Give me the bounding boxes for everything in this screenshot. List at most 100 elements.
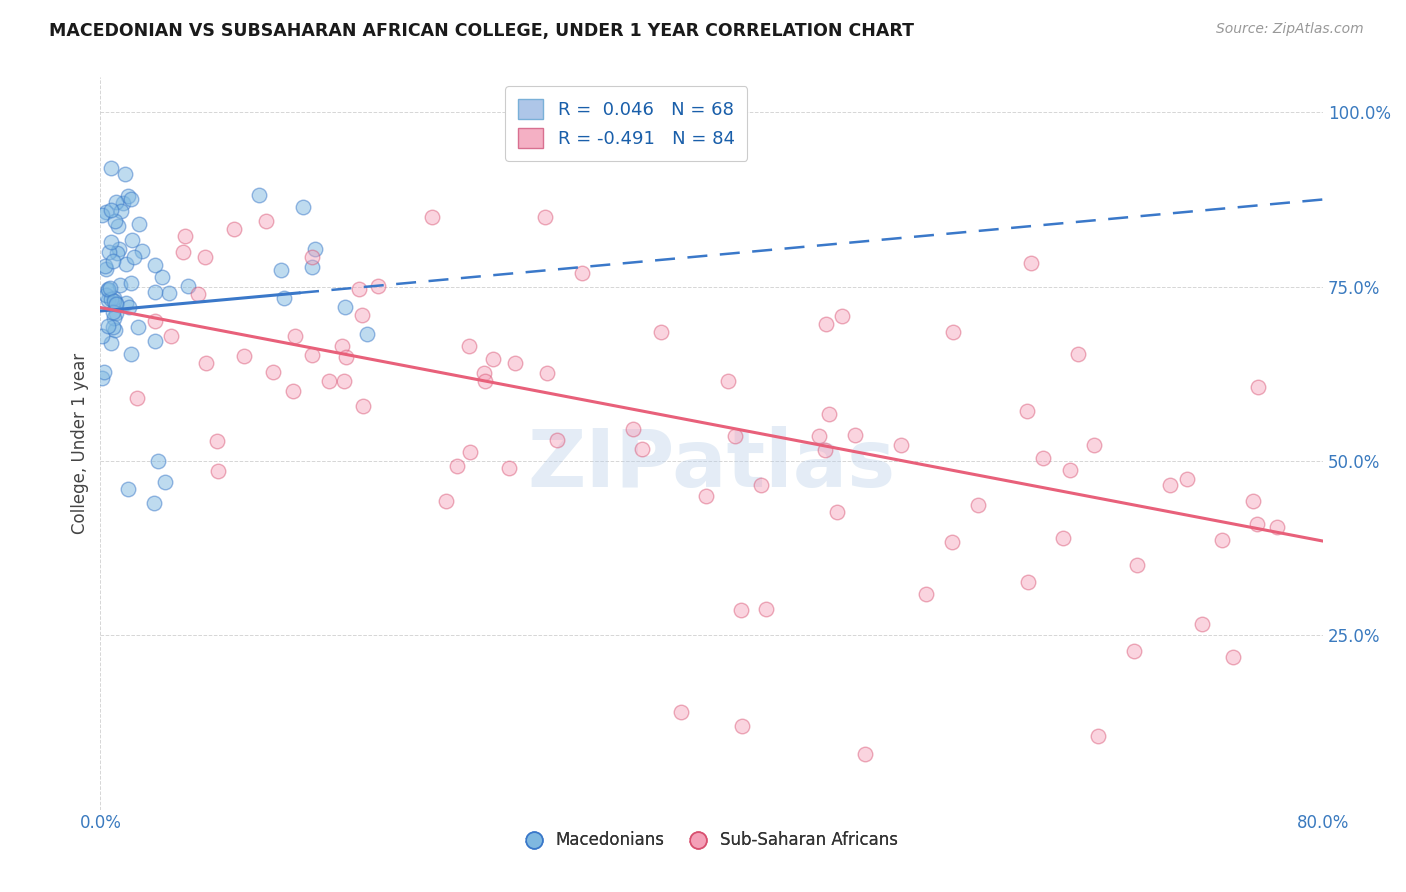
Point [420, 210, 443, 224]
Point [104, 214, 127, 228]
Point [333, 374, 356, 388]
Point [318, 374, 340, 388]
Point [281, 384, 304, 399]
Point [105, 295, 128, 310]
Point [145, 334, 167, 348]
Point [474, 374, 496, 388]
Point [127, 320, 149, 334]
Point [103, 294, 125, 309]
Point [942, 325, 965, 339]
Point [1126, 558, 1149, 572]
Point [1159, 478, 1181, 492]
Point [122, 250, 145, 264]
Point [195, 356, 218, 370]
Point [143, 285, 166, 300]
Point [96, 283, 118, 297]
Legend: Macedonians, Sub-Saharan Africans: Macedonians, Sub-Saharan Africans [519, 825, 904, 856]
Point [114, 167, 136, 181]
Point [966, 498, 988, 512]
Point [347, 282, 370, 296]
Point [571, 266, 593, 280]
Point [93, 365, 115, 379]
Point [254, 213, 277, 227]
Point [536, 366, 558, 380]
Point [1083, 437, 1105, 451]
Point [143, 258, 166, 272]
Point [546, 434, 568, 448]
Point [94, 259, 117, 273]
Point [730, 603, 752, 617]
Point [825, 505, 848, 519]
Point [143, 314, 166, 328]
Text: ZIPatlas: ZIPatlas [527, 426, 896, 505]
Point [1067, 347, 1090, 361]
Point [284, 328, 307, 343]
Point [115, 296, 138, 310]
Point [114, 257, 136, 271]
Point [270, 263, 292, 277]
Point [482, 352, 505, 367]
Point [695, 489, 717, 503]
Point [121, 233, 143, 247]
Point [91, 371, 114, 385]
Point [150, 270, 173, 285]
Point [104, 296, 127, 310]
Point [105, 245, 128, 260]
Point [273, 292, 295, 306]
Point [458, 339, 481, 353]
Point [831, 309, 853, 323]
Point [498, 461, 520, 475]
Point [262, 365, 284, 379]
Point [814, 442, 837, 457]
Point [1241, 494, 1264, 508]
Point [100, 235, 122, 250]
Point [233, 350, 256, 364]
Point [301, 348, 323, 362]
Point [97, 282, 120, 296]
Point [101, 254, 124, 268]
Y-axis label: College, Under 1 year: College, Under 1 year [72, 353, 89, 534]
Point [291, 200, 314, 214]
Point [177, 279, 200, 293]
Point [120, 192, 142, 206]
Point [367, 279, 389, 293]
Point [96, 261, 118, 276]
Point [105, 194, 128, 209]
Point [222, 222, 245, 236]
Point [103, 292, 125, 306]
Point [173, 228, 195, 243]
Point [914, 587, 936, 601]
Point [127, 391, 149, 405]
Point [941, 534, 963, 549]
Point [194, 250, 217, 264]
Point [301, 250, 323, 264]
Point [1052, 531, 1074, 545]
Point [108, 278, 131, 293]
Point [1087, 729, 1109, 743]
Point [434, 493, 457, 508]
Point [301, 260, 323, 275]
Point [621, 422, 644, 436]
Point [304, 242, 326, 256]
Point [1211, 533, 1233, 547]
Point [330, 339, 353, 353]
Point [187, 286, 209, 301]
Point [97, 319, 120, 334]
Point [100, 203, 122, 218]
Point [98, 280, 121, 294]
Text: Source: ZipAtlas.com: Source: ZipAtlas.com [1216, 22, 1364, 37]
Point [100, 293, 122, 307]
Point [120, 276, 142, 290]
Point [94, 205, 117, 219]
Point [534, 210, 557, 224]
Point [717, 374, 740, 388]
Point [1017, 574, 1039, 589]
Point [94, 287, 117, 301]
Point [160, 328, 183, 343]
Point [889, 438, 911, 452]
Point [731, 719, 754, 733]
Point [818, 408, 841, 422]
Point [98, 244, 121, 259]
Point [724, 429, 747, 443]
Point [104, 323, 127, 337]
